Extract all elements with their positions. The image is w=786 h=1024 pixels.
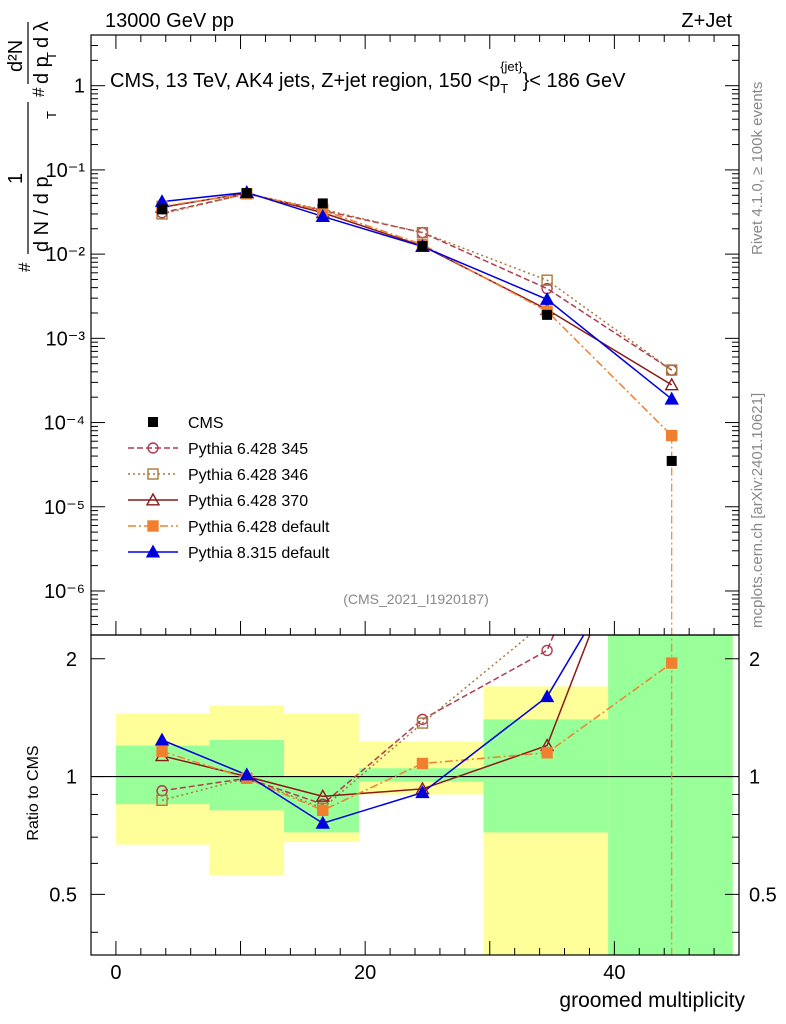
header-left: 13000 GeV pp — [105, 10, 234, 32]
ylabel-num-1: 1 — [5, 173, 27, 184]
series-line-ratio — [161, 635, 591, 798]
axis-ticks — [91, 34, 740, 955]
series-line-top — [161, 193, 673, 437]
series-point-ratio — [156, 794, 168, 806]
ylabel-hash-1: # — [15, 262, 34, 272]
legend-label: CMS — [188, 415, 224, 432]
rivet-version: Rivet 4.1.0, ≥ 100k events — [749, 82, 766, 255]
cms-point — [542, 309, 553, 320]
series-point-ratio — [154, 732, 170, 746]
legend-marker — [147, 442, 159, 454]
legend-marker — [145, 544, 161, 558]
series-point-ratio — [541, 644, 553, 657]
cms-point — [157, 204, 168, 215]
ylabel-den-2-end: d λ — [31, 21, 53, 48]
ytick-label-ratio-right: 2 — [749, 649, 760, 671]
ytick-label-ratio-right: 0.5 — [749, 884, 777, 906]
ylabel-num-2: d²N — [5, 40, 27, 72]
series-point-ratio — [541, 747, 553, 759]
legend-marker-cms — [148, 417, 158, 427]
series-point-top — [416, 226, 429, 239]
series-lines — [161, 191, 673, 437]
cms-point — [417, 240, 428, 251]
legend-label: Pythia 6.428 346 — [188, 467, 308, 484]
series-point-ratio — [315, 788, 330, 802]
band-green — [608, 635, 733, 955]
series-line-ratio — [161, 635, 585, 825]
cms-point — [666, 455, 677, 466]
ytick-label-top: 10⁻¹ — [46, 160, 86, 182]
series-point-ratio — [156, 745, 168, 758]
series-line-top — [161, 192, 673, 386]
cms-point — [241, 188, 252, 199]
ylabel-den-1: d N / d p — [31, 176, 53, 252]
legend-label: Pythia 8.315 default — [188, 545, 330, 562]
series-point-ratio — [416, 717, 429, 729]
ytick-label-top: 10⁻³ — [46, 328, 86, 350]
xtick-label: 40 — [603, 962, 625, 984]
series-line-ratio — [161, 662, 673, 812]
ytick-label-ratio: 0.5 — [49, 884, 77, 906]
series-line-top — [161, 191, 673, 400]
legend-marker — [145, 492, 161, 506]
ytick-label-top: 10⁻⁵ — [44, 497, 85, 519]
series-point-ratio — [415, 785, 430, 799]
ylabel-T-2: T — [44, 52, 59, 60]
legend-marker — [147, 468, 159, 480]
plot-title: CMS, 13 TeV, AK4 jets, Z+jet region, 150… — [110, 59, 626, 96]
ytick-label-ratio: 1 — [66, 767, 77, 789]
series-line-top — [161, 193, 673, 371]
xtick-label: 0 — [110, 962, 121, 984]
ylabel-hash-2: # — [29, 87, 48, 97]
series-point-top — [664, 377, 679, 391]
legend-label: Pythia 6.428 default — [188, 519, 330, 536]
series-point-top — [315, 209, 330, 222]
series-point-ratio — [539, 689, 555, 703]
xtick-label: 20 — [354, 962, 376, 984]
series-point-ratio — [416, 757, 429, 770]
series-line-top — [161, 193, 673, 371]
ratio-panel-frame — [90, 634, 740, 956]
ratio-ylabel: Ratio to CMS — [25, 745, 42, 840]
ytick-label-ratio: 2 — [66, 649, 77, 671]
ytick-label-top: 1 — [74, 76, 85, 98]
plot-title-end: }< 186 GeV — [523, 70, 627, 92]
mcplots-credit: mcplots.cern.ch [arXiv:2401.10621] — [749, 393, 766, 628]
series-point-top — [539, 291, 555, 305]
series-point-top — [541, 274, 553, 286]
series-markers — [154, 185, 679, 955]
legend-label: Pythia 6.428 345 — [188, 441, 308, 458]
plot-title-sup: {jet} — [500, 59, 523, 74]
cms-data-points — [157, 188, 677, 466]
legend-label: Pythia 6.428 370 — [188, 493, 308, 510]
analysis-tag: (CMS_2021_I1920187) — [343, 591, 489, 607]
series-point-ratio — [239, 767, 254, 781]
legend-marker — [147, 520, 159, 532]
ytick-label-top: 10⁻⁶ — [44, 581, 85, 603]
header-right: Z+Jet — [681, 10, 732, 32]
ytick-label-ratio-right: 1 — [749, 767, 760, 789]
legend: CMS Pythia 6.428 345 Pythia 6.428 346 Pythi… — [128, 415, 330, 562]
ytick-label-top: 10⁻² — [46, 244, 86, 266]
plot-title-main: CMS, 13 TeV, AK4 jets, Z+jet region, 150… — [110, 70, 500, 92]
band-green — [483, 719, 609, 833]
series-point-ratio — [315, 815, 330, 829]
x-axis-label: groomed multiplicity — [559, 989, 745, 1012]
axis-tick-labels: 110⁻¹10⁻²10⁻³10⁻⁴10⁻⁵10⁻⁶0.5 0.51 12 20 20 40 — [44, 76, 777, 984]
band-green — [358, 768, 484, 782]
series-point-ratio — [317, 804, 329, 816]
plot-title-sub: T — [500, 81, 508, 96]
ratio-lines — [161, 635, 673, 825]
ytick-label-top: 10⁻⁴ — [44, 413, 85, 435]
ylabel-T-1: T — [44, 111, 59, 119]
cms-point — [317, 198, 328, 209]
top-ylabel: # 1 d N / d p T # d²N d p T d λ — [5, 21, 59, 272]
ylabel-den-2: d p — [31, 56, 53, 84]
series-point-top — [666, 364, 678, 376]
series-point-top — [664, 391, 679, 405]
